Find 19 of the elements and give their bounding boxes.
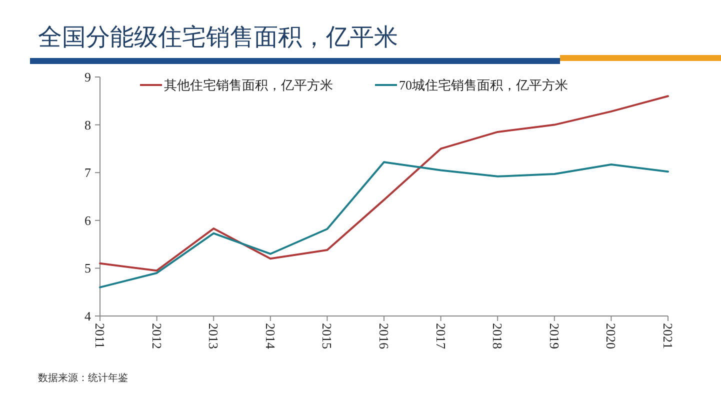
x-tick-label: 2012 <box>149 323 164 349</box>
x-tick-label: 2020 <box>604 323 619 349</box>
y-tick-label: 9 <box>84 70 91 84</box>
x-tick-label: 2013 <box>206 323 222 349</box>
y-tick-label: 8 <box>84 117 91 132</box>
annotation: 数据来源：统计年鉴 <box>38 373 128 384</box>
x-tick-label: 2017 <box>433 323 448 350</box>
y-tick-label: 7 <box>84 165 92 180</box>
x-tick-label: 2015 <box>320 323 335 349</box>
y-tick-label: 5 <box>84 260 91 276</box>
x-tick-label: 2016 <box>376 323 392 350</box>
x-tick-label: 2021 <box>660 323 676 349</box>
y-tick-label: 6 <box>84 212 92 228</box>
y-tick-label: 4 <box>84 308 92 324</box>
x-tick-label: 2011 <box>92 323 108 349</box>
x-tick-label: 2014 <box>262 323 278 350</box>
title: 全国分能级住宅销售面积，亿平米 <box>38 24 398 51</box>
x-tick-label: 2019 <box>546 323 562 349</box>
x-tick-label: 2018 <box>490 323 506 349</box>
